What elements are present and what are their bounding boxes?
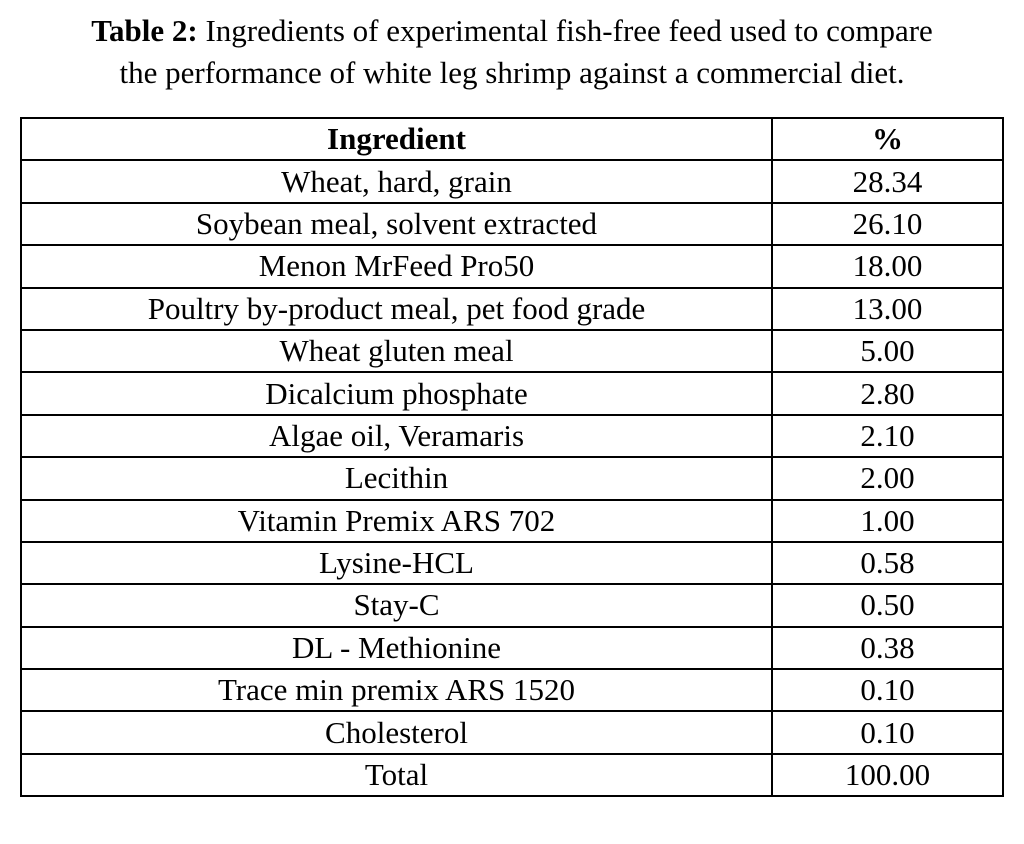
table-row: DL - Methionine 0.38 [20,625,1004,671]
table-row: Soybean meal, solvent extracted 26.10 [20,201,1004,247]
percent-cell: 0.38 [771,625,1004,671]
table-row: Menon MrFeed Pro50 18.00 [20,244,1004,289]
header-percent: % [771,116,1004,162]
table-caption: Table 2: Ingredients of experimental fis… [0,10,1024,94]
percent-cell: 2.80 [771,371,1004,416]
header-row: Ingredient % [20,116,1004,162]
percent-cell: 5.00 [771,328,1004,374]
percent-cell: 2.10 [771,413,1004,459]
table-row: Stay-C 0.50 [20,583,1004,628]
ingredient-cell: Vitamin Premix ARS 702 [20,498,773,543]
ingredient-cell: Cholesterol [20,710,773,755]
ingredient-cell: Stay-C [20,583,773,628]
ingredient-cell: Wheat gluten meal [20,328,773,374]
table-row: Poultry by-product meal, pet food grade … [20,286,1004,331]
table-row: Dicalcium phosphate 2.80 [20,371,1004,416]
percent-cell: 18.00 [771,244,1004,289]
ingredient-cell: Wheat, hard, grain [20,159,773,204]
percent-cell: 1.00 [771,498,1004,543]
ingredient-cell: Menon MrFeed Pro50 [20,244,773,289]
ingredient-cell: Soybean meal, solvent extracted [20,201,773,247]
percent-cell: 26.10 [771,201,1004,247]
total-percent-cell: 100.00 [771,752,1004,798]
table-row: Lysine-HCL 0.58 [20,540,1004,586]
table-row: Cholesterol 0.10 [20,710,1004,755]
ingredients-table: Ingredient % Wheat, hard, grain 28.34 So… [20,116,1004,798]
ingredient-cell: Trace min premix ARS 1520 [20,668,773,713]
caption-text-line-1: Ingredients of experimental fish-free fe… [205,13,933,48]
caption-line-1: Table 2: Ingredients of experimental fis… [0,10,1024,52]
table-row: Wheat, hard, grain 28.34 [20,159,1004,204]
total-row: Total 100.00 [20,752,1004,798]
ingredient-cell: Algae oil, Veramaris [20,413,773,459]
table-row: Algae oil, Veramaris 2.10 [20,413,1004,459]
ingredient-cell: Poultry by-product meal, pet food grade [20,286,773,331]
header-ingredient: Ingredient [20,116,773,162]
ingredient-cell: Dicalcium phosphate [20,371,773,416]
percent-cell: 0.58 [771,540,1004,586]
percent-cell: 0.10 [771,710,1004,755]
ingredient-cell: DL - Methionine [20,625,773,671]
percent-cell: 0.10 [771,668,1004,713]
percent-cell: 2.00 [771,456,1004,501]
total-label-cell: Total [20,752,773,798]
ingredient-cell: Lysine-HCL [20,540,773,586]
table-row: Vitamin Premix ARS 702 1.00 [20,498,1004,543]
table-row: Trace min premix ARS 1520 0.10 [20,668,1004,713]
table-row: Lecithin 2.00 [20,456,1004,501]
caption-line-2: the performance of white leg shrimp agai… [119,55,905,90]
caption-label: Table 2: [91,13,198,48]
percent-cell: 0.50 [771,583,1004,628]
percent-cell: 13.00 [771,286,1004,331]
percent-cell: 28.34 [771,159,1004,204]
table-row: Wheat gluten meal 5.00 [20,328,1004,374]
ingredient-cell: Lecithin [20,456,773,501]
